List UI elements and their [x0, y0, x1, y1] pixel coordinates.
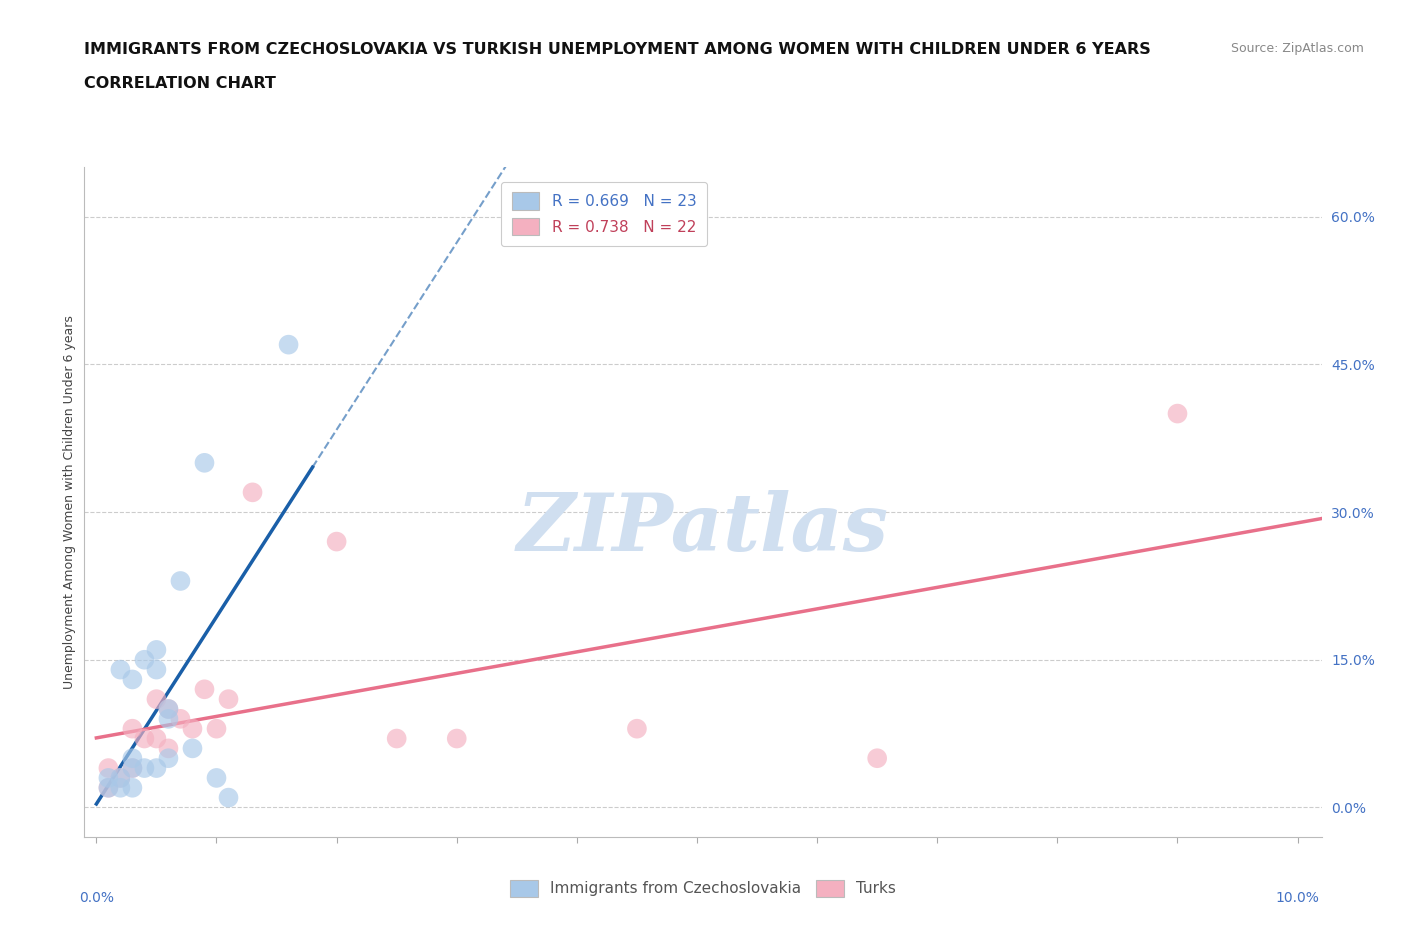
Legend: Immigrants from Czechoslovakia, Turks: Immigrants from Czechoslovakia, Turks: [501, 870, 905, 907]
Text: ZIPatlas: ZIPatlas: [517, 490, 889, 567]
Text: CORRELATION CHART: CORRELATION CHART: [84, 76, 276, 91]
Point: [866, 751, 889, 765]
Point: [446, 731, 468, 746]
Point: [145, 643, 167, 658]
Point: [121, 761, 143, 776]
Point: [218, 790, 240, 805]
Text: 0.0%: 0.0%: [79, 891, 114, 905]
Point: [157, 701, 180, 716]
Point: [181, 741, 204, 756]
Point: [97, 761, 120, 776]
Point: [145, 761, 167, 776]
Point: [110, 662, 132, 677]
Point: [181, 722, 204, 737]
Point: [242, 485, 264, 499]
Point: [193, 682, 215, 697]
Point: [157, 741, 180, 756]
Point: [157, 701, 180, 716]
Point: [205, 770, 228, 785]
Text: IMMIGRANTS FROM CZECHOSLOVAKIA VS TURKISH UNEMPLOYMENT AMONG WOMEN WITH CHILDREN: IMMIGRANTS FROM CZECHOSLOVAKIA VS TURKIS…: [84, 42, 1152, 57]
Point: [1166, 406, 1188, 421]
Point: [121, 722, 143, 737]
Point: [626, 722, 648, 737]
Point: [169, 574, 191, 589]
Point: [325, 534, 347, 549]
Point: [157, 751, 180, 765]
Point: [110, 770, 132, 785]
Point: [277, 338, 299, 352]
Point: [157, 711, 180, 726]
Point: [110, 780, 132, 795]
Point: [205, 722, 228, 737]
Text: 10.0%: 10.0%: [1275, 891, 1320, 905]
Point: [134, 761, 156, 776]
Point: [134, 652, 156, 667]
Point: [121, 780, 143, 795]
Point: [218, 692, 240, 707]
Y-axis label: Unemployment Among Women with Children Under 6 years: Unemployment Among Women with Children U…: [63, 315, 76, 689]
Point: [385, 731, 408, 746]
Point: [110, 770, 132, 785]
Point: [145, 692, 167, 707]
Point: [121, 672, 143, 687]
Point: [145, 731, 167, 746]
Text: Source: ZipAtlas.com: Source: ZipAtlas.com: [1230, 42, 1364, 55]
Point: [193, 456, 215, 471]
Point: [169, 711, 191, 726]
Point: [145, 662, 167, 677]
Point: [134, 731, 156, 746]
Point: [97, 780, 120, 795]
Point: [97, 780, 120, 795]
Point: [121, 761, 143, 776]
Point: [121, 751, 143, 765]
Point: [97, 770, 120, 785]
